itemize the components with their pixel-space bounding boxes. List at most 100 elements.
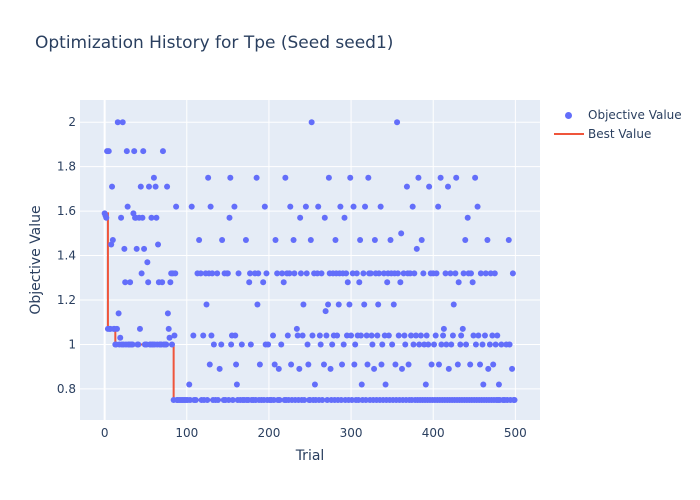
objective-value-point [255, 270, 262, 277]
objective-value-point [270, 397, 277, 403]
objective-value-point [296, 365, 303, 372]
objective-value-point [103, 214, 110, 221]
objective-value-point [509, 365, 516, 372]
objective-value-point [225, 397, 232, 403]
objective-value-point [357, 332, 364, 339]
objective-value-point [401, 332, 408, 339]
objective-value-point [254, 301, 261, 308]
objective-value-point [265, 341, 272, 348]
objective-value-point [462, 237, 469, 243]
objective-value-point [325, 174, 332, 181]
objective-value-point [369, 341, 376, 348]
objective-value-point [411, 270, 418, 277]
objective-value-point [341, 214, 348, 221]
objective-value-point [433, 270, 440, 277]
objective-value-point [287, 203, 294, 210]
objective-value-point [317, 341, 324, 348]
objective-value-point [290, 237, 297, 243]
objective-value-point [115, 310, 122, 317]
objective-value-point [498, 341, 505, 348]
objective-value-point [474, 203, 481, 210]
objective-value-point [415, 174, 422, 181]
objective-value-point [349, 270, 356, 277]
objective-value-point [435, 203, 442, 210]
objective-value-point [367, 270, 374, 277]
objective-value-point [164, 310, 171, 317]
x-tick-label: 400 [422, 426, 445, 440]
x-tick-label: 500 [504, 426, 527, 440]
objective-value-point [422, 381, 429, 388]
objective-value-point [332, 237, 339, 243]
y-axis-label: Objective Value [28, 205, 44, 314]
objective-value-point [280, 279, 287, 286]
objective-value-point [440, 332, 447, 339]
line-marker-icon [554, 133, 584, 135]
objective-value-point [455, 279, 462, 286]
y-tick-label: 1.6 [57, 204, 76, 218]
objective-value-point [105, 148, 112, 155]
objective-value-point [219, 237, 226, 243]
objective-value-point [381, 332, 388, 339]
objective-value-point [468, 270, 474, 277]
objective-value-point [169, 341, 175, 348]
objective-value-points [101, 119, 518, 403]
objective-value-point [472, 174, 479, 181]
objective-value-point [260, 279, 267, 286]
objective-value-point [426, 183, 433, 190]
objective-value-point [127, 279, 134, 286]
objective-value-point [200, 332, 207, 339]
objective-value-point [495, 381, 502, 388]
objective-value-point [407, 270, 414, 277]
objective-value-point [459, 325, 466, 332]
legend-item-best-value[interactable]: Best Value [552, 125, 682, 144]
objective-value-point [412, 332, 419, 339]
objective-value-point [172, 270, 179, 277]
objective-value-point [380, 270, 387, 277]
objective-value-point [356, 279, 363, 286]
objective-value-point [293, 325, 300, 332]
y-tick-label: 1.2 [57, 293, 76, 307]
objective-value-point [323, 332, 330, 339]
objective-value-point [397, 279, 404, 286]
y-tick-label: 0.8 [57, 382, 76, 396]
legend-objective-label: Objective Value [588, 108, 682, 122]
objective-value-point [272, 237, 279, 243]
objective-value-point [152, 183, 159, 190]
objective-value-point [385, 332, 392, 339]
objective-value-point [145, 279, 152, 286]
objective-value-point [123, 148, 130, 155]
objective-value-point [327, 365, 334, 372]
objective-value-point [284, 332, 291, 339]
objective-value-point [486, 341, 493, 348]
objective-value-point [207, 203, 214, 210]
objective-value-point [322, 308, 329, 315]
objective-value-point [479, 341, 486, 348]
objective-value-point [171, 332, 178, 339]
objective-value-point [355, 397, 362, 403]
objective-value-point [454, 361, 461, 368]
objective-value-point [352, 341, 359, 348]
objective-value-point [279, 270, 286, 277]
objective-value-point [114, 119, 121, 126]
y-tick-label: 1.8 [57, 160, 76, 174]
objective-value-point [395, 332, 402, 339]
objective-value-point [509, 270, 516, 277]
objective-value-point [421, 341, 428, 348]
objective-value-point [232, 332, 239, 339]
objective-value-point [117, 334, 124, 341]
objective-value-point [348, 332, 355, 339]
objective-value-point [261, 203, 268, 210]
objective-value-point [379, 341, 386, 348]
objective-value-point [165, 325, 172, 332]
objective-value-point [511, 397, 518, 403]
objective-value-point [440, 325, 447, 332]
objective-value-point [353, 270, 360, 277]
objective-value-point [301, 397, 308, 403]
objective-value-point [457, 341, 464, 348]
objective-value-point [137, 183, 144, 190]
objective-value-point [238, 341, 245, 348]
objective-value-point [458, 332, 465, 339]
legend-item-objective-value[interactable]: Objective Value [552, 106, 682, 125]
objective-value-point [109, 237, 116, 243]
